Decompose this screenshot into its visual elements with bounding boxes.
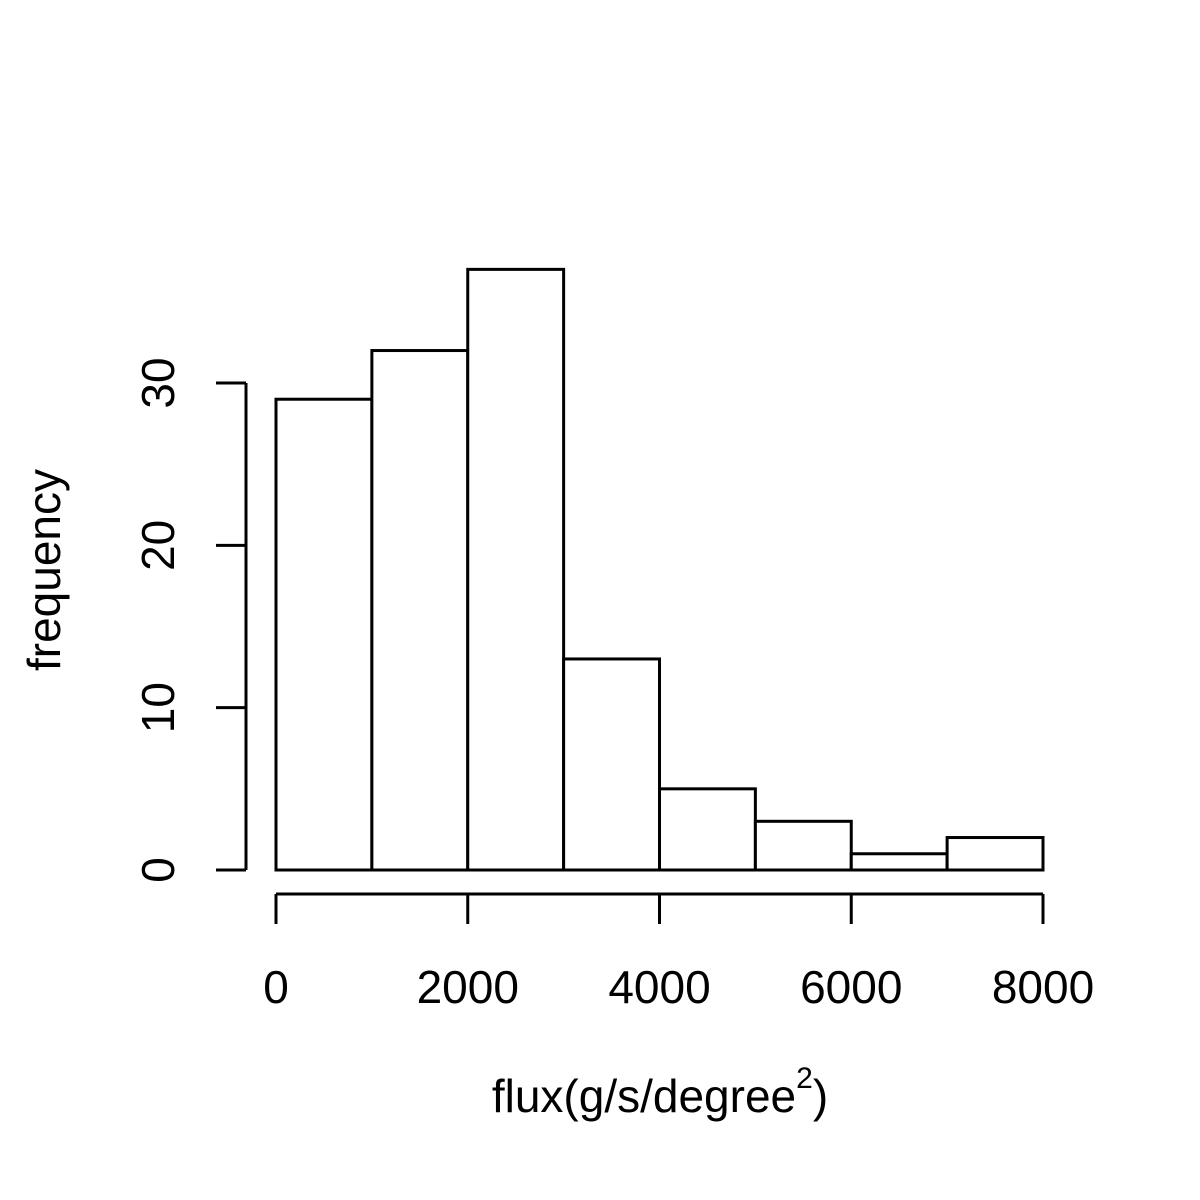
histogram-bar-4 [658, 787, 757, 872]
x-axis: 0 2000 4000 6000 8000 [263, 892, 1094, 1013]
histogram-bar-3 [562, 657, 661, 872]
y-tick-label-0: 0 [132, 857, 184, 883]
y-tick-label-1: 10 [132, 682, 184, 733]
x-tick-label-0: 0 [263, 961, 289, 1013]
x-tick-label-3: 6000 [800, 961, 902, 1013]
histogram-bar-5 [753, 819, 853, 872]
y-tick-label-3: 30 [132, 357, 184, 408]
x-axis-label: flux(g/s/degree2) [492, 1062, 828, 1122]
y-tick-label-2: 20 [132, 520, 184, 571]
x-tick-label-1: 2000 [417, 961, 519, 1013]
histogram-bar-2 [466, 267, 566, 872]
bars-group [274, 267, 1045, 872]
y-axis: 0 10 20 30 [132, 357, 248, 883]
histogram-bar-7 [945, 836, 1045, 872]
x-tick-label-4: 8000 [992, 961, 1094, 1013]
histogram-bar-1 [370, 349, 470, 872]
y-axis-label: frequency [18, 469, 70, 671]
histogram-bar-0 [274, 397, 374, 872]
histogram-bar-6 [849, 852, 949, 872]
x-tick-label-2: 4000 [608, 961, 710, 1013]
